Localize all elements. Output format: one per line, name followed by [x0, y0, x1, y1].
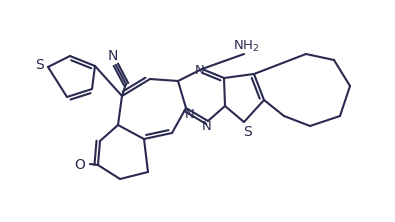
Text: NH$_2$: NH$_2$ — [233, 38, 259, 54]
Text: O: O — [75, 158, 85, 172]
Text: N: N — [195, 63, 205, 77]
Text: S: S — [36, 58, 44, 72]
Text: N: N — [185, 107, 195, 121]
Text: S: S — [244, 125, 252, 139]
Text: N: N — [202, 119, 212, 133]
Text: N: N — [108, 49, 118, 63]
